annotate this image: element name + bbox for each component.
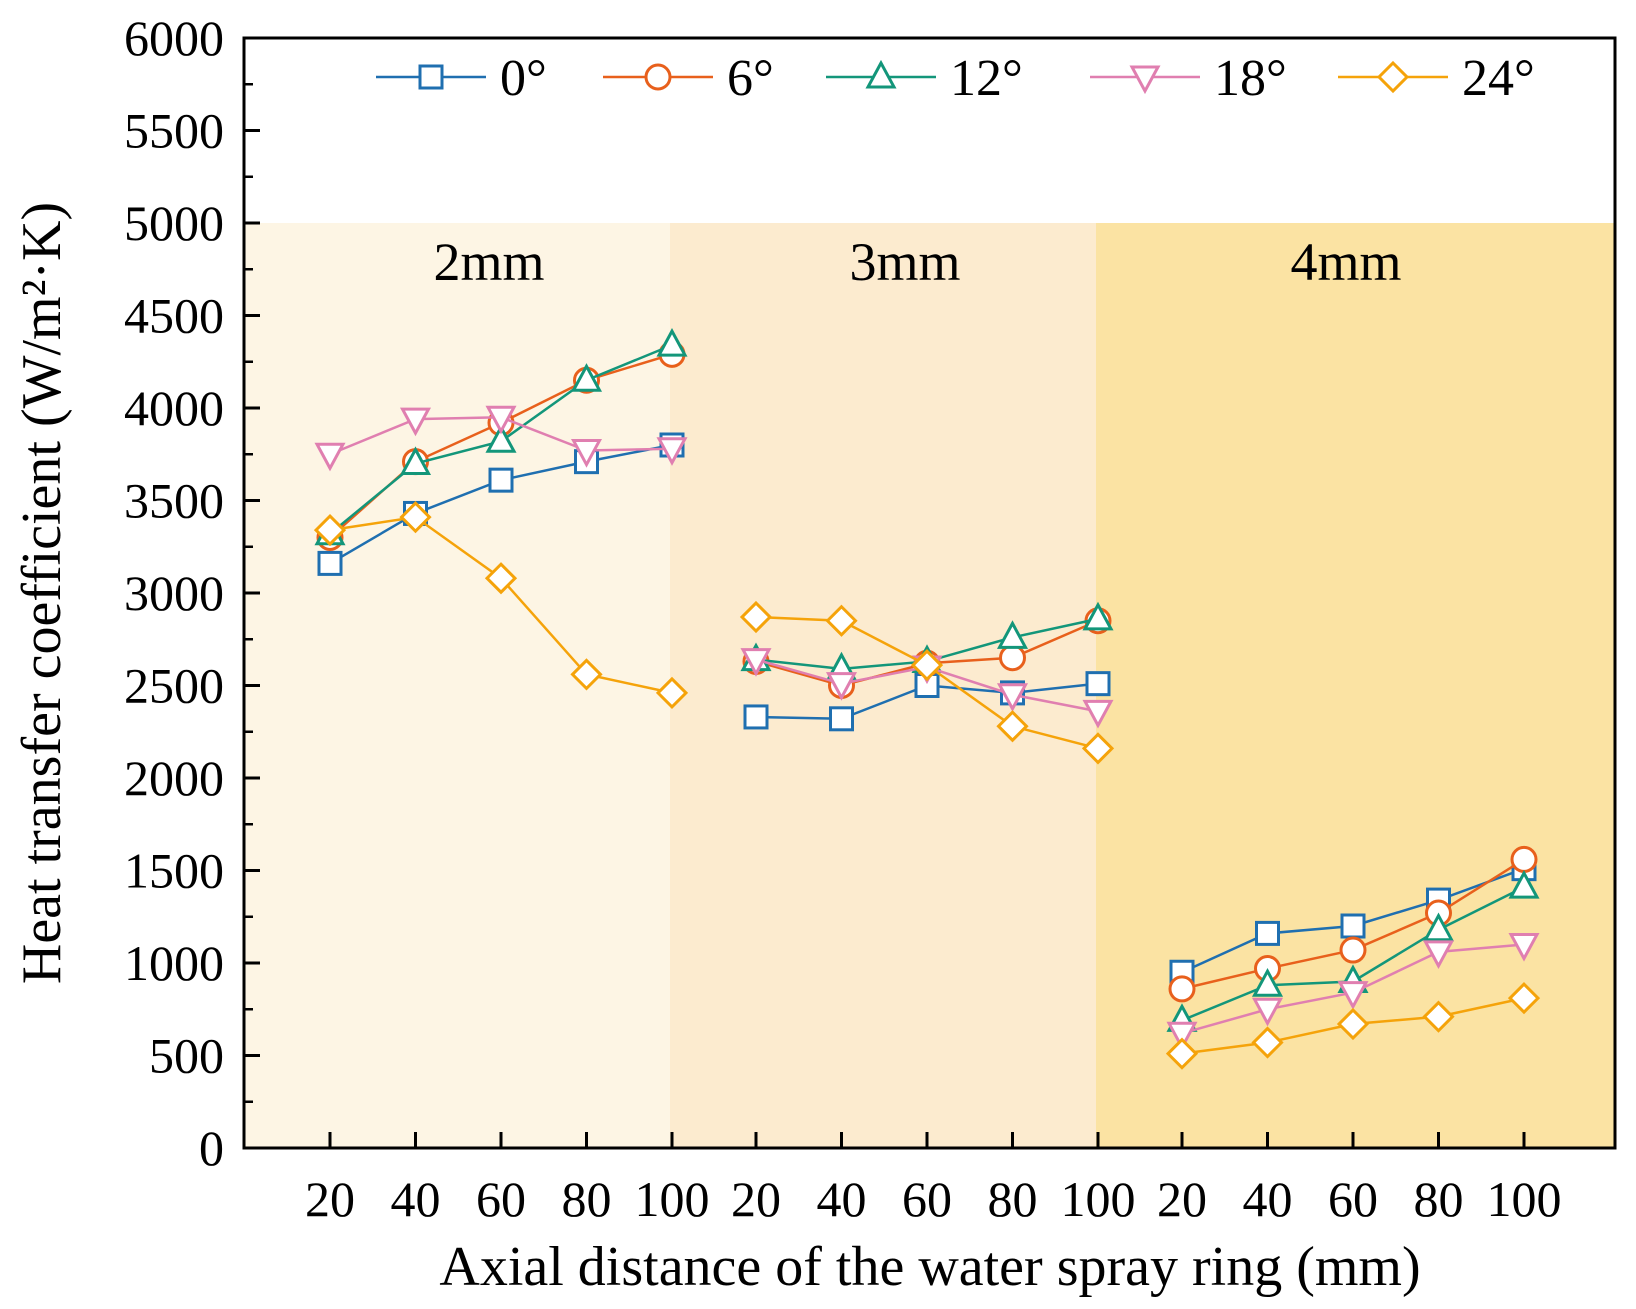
data-point-2mm-12°-100	[656, 327, 688, 357]
y-tick-label-2500: 2500	[124, 658, 224, 714]
data-point-4mm-18°-80	[1422, 940, 1455, 970]
y-axis-title: Heat transfer coefficient (W/m²·K)	[11, 202, 73, 984]
y-tick-label-1000: 1000	[124, 935, 224, 991]
data-point-4mm-18°-60	[1337, 981, 1369, 1010]
y-tick-label-0: 0	[199, 1120, 224, 1176]
legend-marker-18°	[1129, 65, 1161, 95]
data-point-2mm-24°-60	[484, 562, 518, 595]
x-tick-label-2mm-40: 40	[391, 1171, 441, 1227]
data-point-2mm-12°-40	[399, 446, 432, 475]
data-point-3mm-24°-80	[996, 710, 1029, 743]
data-point-3mm-0°-40	[829, 706, 854, 732]
data-point-2mm-18°-100	[656, 437, 688, 466]
y-tick-label-2000: 2000	[124, 750, 224, 806]
data-point-2mm-0°-60	[488, 467, 514, 493]
x-tick-label-4mm-80: 80	[1414, 1171, 1464, 1227]
data-point-4mm-6°-20	[1168, 975, 1196, 1003]
data-point-2mm-18°-80	[570, 439, 603, 468]
legend-label-0°: 0°	[500, 50, 547, 107]
data-point-2mm-18°-20	[314, 442, 346, 472]
data-point-4mm-18°-20	[1166, 1021, 1198, 1051]
data-point-2mm-18°-60	[485, 405, 517, 435]
x-tick-label-4mm-40: 40	[1243, 1171, 1293, 1227]
y-tick-label-4000: 4000	[124, 380, 224, 436]
x-tick-label-2mm-80: 80	[562, 1171, 612, 1227]
x-tick-label-3mm-80: 80	[988, 1171, 1038, 1227]
data-point-4mm-24°-100	[1507, 982, 1541, 1015]
series-layer	[313, 327, 1541, 1070]
x-tick-label-4mm-60: 60	[1328, 1171, 1378, 1227]
data-point-2mm-24°-40	[399, 501, 432, 534]
region-label-2mm: 2mm	[433, 232, 544, 292]
legend-marker-0°	[418, 64, 444, 90]
axes: 0 500 1000 1500 2000 2500 3000 3500 4000 4500 5000…	[124, 10, 1562, 1227]
data-point-4mm-24°-20	[1165, 1037, 1199, 1070]
region-bg-2mm	[244, 223, 670, 1148]
data-point-3mm-24°-100	[1081, 732, 1115, 765]
legend-label-24°: 24°	[1462, 50, 1535, 107]
x-tick-label-2mm-20: 20	[305, 1171, 355, 1227]
legend-label-12°: 12°	[950, 50, 1023, 107]
x-tick-label-3mm-20: 20	[731, 1171, 781, 1227]
data-point-4mm-0°-60	[1340, 913, 1366, 939]
data-point-4mm-6°-100	[1510, 845, 1538, 873]
region-label-4mm: 4mm	[1290, 232, 1401, 292]
y-tick-label-500: 500	[149, 1028, 224, 1084]
data-point-3mm-24°-60	[910, 649, 944, 682]
data-point-3mm-18°-80	[996, 683, 1029, 712]
data-point-4mm-24°-60	[1336, 1007, 1370, 1041]
data-point-3mm-12°-100	[1082, 601, 1114, 631]
region-bg-3mm	[670, 223, 1096, 1148]
data-point-4mm-12°-100	[1508, 870, 1540, 899]
legend-marker-12°	[865, 59, 897, 89]
data-point-2mm-12°-80	[570, 363, 603, 392]
legend-label-18°: 18°	[1214, 50, 1287, 107]
x-tick-label-4mm-20: 20	[1157, 1171, 1207, 1227]
x-tick-label-4mm-100: 100	[1487, 1171, 1562, 1227]
data-point-3mm-18°-100	[1082, 699, 1114, 729]
legend-marker-24°	[1376, 60, 1410, 94]
data-point-4mm-18°-40	[1251, 997, 1284, 1027]
data-point-2mm-12°-60	[485, 424, 517, 453]
legend-label-6°: 6°	[727, 50, 774, 107]
y-tick-label-6000: 6000	[124, 10, 224, 66]
data-point-3mm-24°-20	[739, 600, 773, 634]
data-point-2mm-24°-100	[655, 676, 689, 710]
data-point-2mm-0°-20	[317, 550, 343, 576]
legend-marker-6°	[644, 63, 672, 91]
y-tick-label-5500: 5500	[124, 103, 224, 159]
x-tick-label-3mm-60: 60	[902, 1171, 952, 1227]
data-point-2mm-24°-80	[570, 658, 603, 691]
data-point-4mm-24°-80	[1422, 1000, 1455, 1033]
x-tick-label-3mm-100: 100	[1061, 1171, 1136, 1227]
data-point-4mm-12°-40	[1251, 968, 1284, 997]
y-tick-label-1500: 1500	[124, 843, 224, 899]
data-point-4mm-12°-80	[1422, 912, 1455, 942]
x-axis-title: Axial distance of the water spray ring (…	[439, 1236, 1420, 1298]
data-point-3mm-6°-80	[999, 644, 1026, 672]
x-tick-label-2mm-100: 100	[635, 1171, 710, 1227]
legend: 0° 6° 12° 18° 24°	[376, 50, 1535, 107]
region-bg-4mm	[1096, 223, 1615, 1148]
data-point-2mm-18°-40	[399, 407, 432, 437]
data-point-4mm-18°-100	[1508, 933, 1540, 962]
y-tick-label-3000: 3000	[124, 565, 224, 621]
data-point-3mm-0°-20	[743, 704, 769, 730]
x-tick-label-3mm-40: 40	[817, 1171, 867, 1227]
data-point-3mm-12°-80	[996, 620, 1029, 649]
data-point-3mm-18°-20	[740, 648, 772, 677]
data-point-3mm-24°-40	[825, 604, 858, 637]
y-tick-label-3500: 3500	[124, 473, 224, 529]
data-point-4mm-24°-40	[1251, 1026, 1284, 1059]
data-point-3mm-18°-40	[825, 672, 858, 701]
x-tick-label-2mm-60: 60	[476, 1171, 526, 1227]
data-point-4mm-6°-60	[1339, 936, 1367, 964]
region-label-3mm: 3mm	[849, 232, 960, 292]
y-tick-label-5000: 5000	[124, 195, 224, 251]
data-point-3mm-0°-100	[1085, 671, 1111, 697]
data-point-2mm-24°-20	[313, 513, 347, 547]
data-point-4mm-0°-40	[1255, 920, 1280, 946]
y-tick-label-4500: 4500	[124, 288, 224, 344]
